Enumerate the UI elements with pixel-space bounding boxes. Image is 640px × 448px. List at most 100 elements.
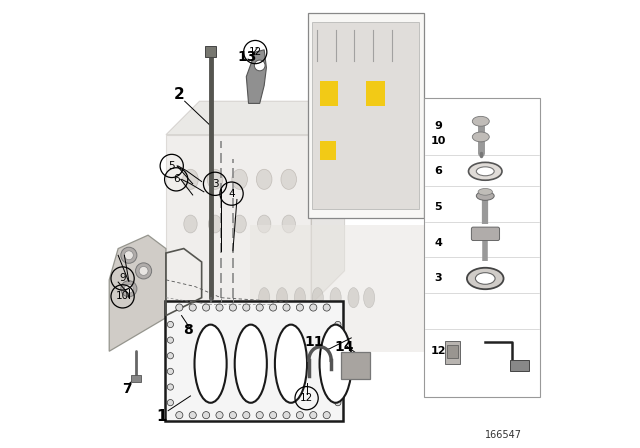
Text: 5: 5 (435, 202, 442, 212)
Ellipse shape (282, 215, 296, 233)
Circle shape (283, 304, 290, 311)
Text: 4: 4 (228, 189, 235, 198)
Circle shape (296, 412, 303, 419)
Circle shape (216, 304, 223, 311)
Circle shape (216, 412, 223, 419)
Ellipse shape (467, 268, 504, 289)
Circle shape (335, 368, 341, 375)
Ellipse shape (257, 215, 271, 233)
Circle shape (256, 304, 263, 311)
Ellipse shape (476, 273, 495, 284)
Circle shape (139, 267, 148, 276)
Ellipse shape (195, 325, 227, 403)
Ellipse shape (182, 169, 198, 190)
Text: 9: 9 (435, 121, 442, 131)
Text: 11: 11 (305, 336, 324, 349)
Circle shape (136, 263, 152, 279)
Ellipse shape (312, 288, 323, 308)
Circle shape (202, 304, 210, 311)
FancyBboxPatch shape (308, 13, 424, 218)
Circle shape (269, 412, 276, 419)
Circle shape (335, 337, 341, 343)
Circle shape (310, 412, 317, 419)
Ellipse shape (319, 325, 352, 403)
Circle shape (202, 412, 210, 419)
Ellipse shape (476, 167, 494, 176)
Text: 3: 3 (212, 179, 218, 189)
FancyBboxPatch shape (447, 345, 458, 358)
Text: 5: 5 (168, 161, 175, 171)
Circle shape (323, 304, 330, 311)
Ellipse shape (281, 169, 296, 190)
Ellipse shape (364, 288, 374, 308)
Circle shape (243, 412, 250, 419)
Text: 2: 2 (174, 87, 185, 102)
Ellipse shape (209, 215, 221, 233)
Ellipse shape (294, 288, 305, 308)
FancyBboxPatch shape (131, 375, 141, 382)
Text: 6: 6 (173, 174, 179, 184)
Text: 4: 4 (435, 238, 442, 248)
Circle shape (229, 412, 237, 419)
Text: 6: 6 (435, 166, 442, 177)
Ellipse shape (233, 215, 246, 233)
Ellipse shape (184, 215, 197, 233)
Polygon shape (246, 50, 266, 103)
Circle shape (167, 337, 173, 343)
Circle shape (167, 321, 173, 327)
Circle shape (176, 304, 183, 311)
Circle shape (269, 304, 276, 311)
Circle shape (243, 304, 250, 311)
Ellipse shape (468, 162, 502, 180)
Circle shape (167, 400, 173, 406)
Polygon shape (166, 135, 311, 304)
Circle shape (335, 321, 341, 327)
Text: 14: 14 (335, 340, 355, 354)
Circle shape (167, 368, 173, 375)
Text: 7: 7 (122, 382, 132, 396)
Ellipse shape (232, 169, 248, 190)
Ellipse shape (476, 191, 494, 200)
Circle shape (167, 384, 173, 390)
Polygon shape (311, 101, 344, 304)
Text: 12: 12 (300, 393, 313, 403)
Ellipse shape (276, 288, 287, 308)
FancyBboxPatch shape (367, 81, 385, 106)
Ellipse shape (259, 288, 269, 308)
Ellipse shape (472, 116, 489, 126)
Circle shape (254, 60, 265, 71)
Circle shape (310, 304, 317, 311)
Text: 8: 8 (184, 323, 193, 337)
FancyBboxPatch shape (165, 301, 343, 422)
Circle shape (167, 353, 173, 359)
Circle shape (124, 284, 133, 293)
Text: 9: 9 (119, 273, 126, 284)
Circle shape (121, 247, 137, 263)
Circle shape (189, 304, 196, 311)
FancyBboxPatch shape (205, 46, 216, 57)
Circle shape (335, 353, 341, 359)
FancyBboxPatch shape (472, 227, 500, 241)
FancyBboxPatch shape (319, 141, 336, 159)
Polygon shape (166, 101, 344, 135)
Circle shape (121, 281, 137, 297)
FancyBboxPatch shape (341, 352, 371, 379)
Ellipse shape (275, 325, 307, 403)
Ellipse shape (235, 325, 267, 403)
Text: 13: 13 (237, 50, 257, 64)
Text: 10: 10 (431, 136, 446, 146)
Text: 166547: 166547 (484, 430, 522, 440)
Circle shape (335, 400, 341, 406)
Ellipse shape (330, 288, 341, 308)
FancyBboxPatch shape (424, 98, 540, 397)
Text: 12: 12 (431, 346, 446, 356)
Text: 3: 3 (435, 273, 442, 284)
Ellipse shape (472, 132, 489, 142)
Circle shape (229, 304, 237, 311)
Ellipse shape (478, 189, 492, 195)
Circle shape (296, 304, 303, 311)
Ellipse shape (257, 169, 272, 190)
Ellipse shape (207, 169, 223, 190)
Circle shape (323, 412, 330, 419)
Circle shape (176, 412, 183, 419)
